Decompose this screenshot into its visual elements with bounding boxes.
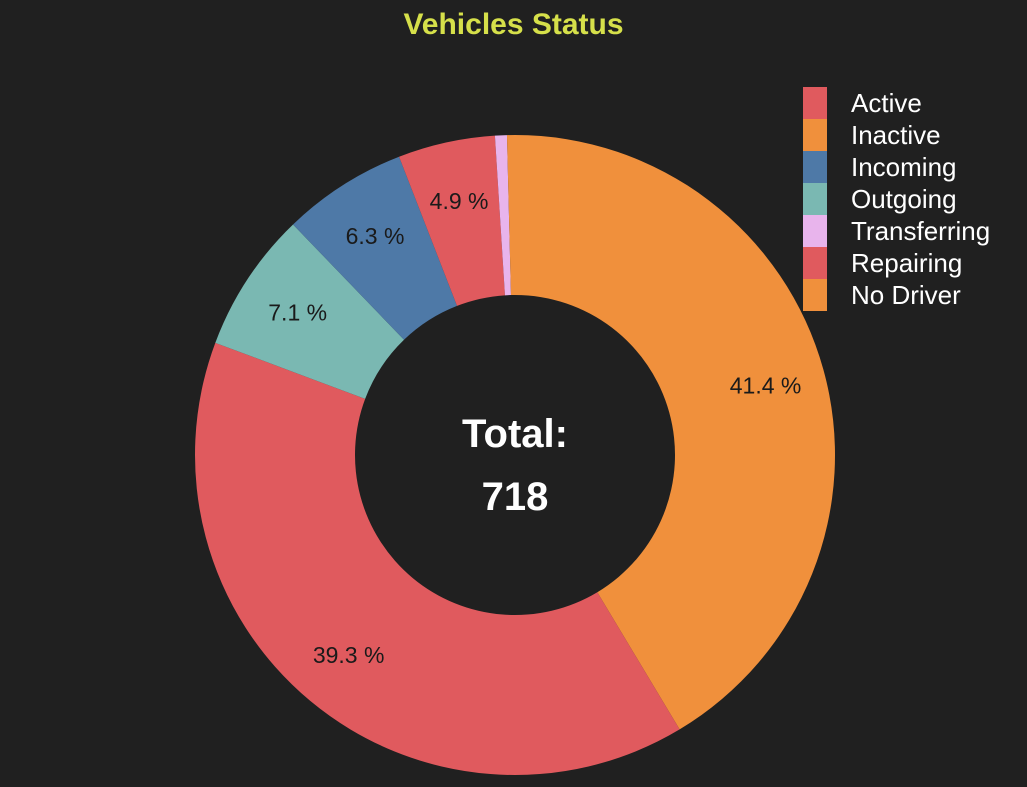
slice-active [194, 342, 680, 775]
legend-label: Repairing [851, 248, 963, 278]
slice-label-incoming: 6.3 % [346, 223, 405, 249]
slice-incoming [293, 156, 458, 340]
legend-item: Active [803, 87, 990, 119]
legend-item: Incoming [803, 151, 990, 183]
legend-swatch [803, 87, 827, 119]
slice-no-driver [506, 135, 515, 296]
legend-item: Inactive [803, 119, 990, 151]
chart-legend: Active Inactive Incoming Outgoing Transferri… [803, 87, 990, 311]
slice-repairing [399, 135, 505, 306]
legend-item: Transferring [803, 215, 990, 247]
legend-swatch [803, 215, 827, 247]
legend-item: No Driver [803, 279, 990, 311]
slice-label-outgoing: 7.1 % [268, 299, 327, 325]
slice-label-repairing: 4.9 % [430, 188, 489, 214]
legend-label: Transferring [851, 216, 991, 246]
slice-label-active: 39.3 % [313, 642, 385, 668]
legend-label: Outgoing [851, 184, 957, 214]
slice-label-inactive: 41.4 % [730, 373, 802, 399]
donut-slices [194, 135, 835, 775]
slice-inactive [515, 135, 835, 730]
center-total-value: 718 [482, 475, 549, 519]
legend-label: Incoming [851, 152, 957, 182]
legend-swatch [803, 247, 827, 279]
legend-swatch [803, 279, 827, 311]
center-total-label: Total: [462, 412, 568, 456]
legend-label: Active [851, 88, 922, 118]
legend-swatch [803, 183, 827, 215]
legend-swatch [803, 119, 827, 151]
legend-item: Outgoing [803, 183, 990, 215]
slice-labels: 41.4 % 39.3 % 7.1 % 6.3 % 4.9 % [268, 188, 801, 668]
legend-item: Repairing [803, 247, 990, 279]
legend-label: Inactive [851, 120, 941, 150]
chart-title: Vehicles Status [403, 8, 624, 41]
legend-swatch [803, 151, 827, 183]
slice-transferring [494, 135, 511, 296]
legend-label: No Driver [851, 280, 961, 310]
slice-outgoing [215, 224, 405, 399]
